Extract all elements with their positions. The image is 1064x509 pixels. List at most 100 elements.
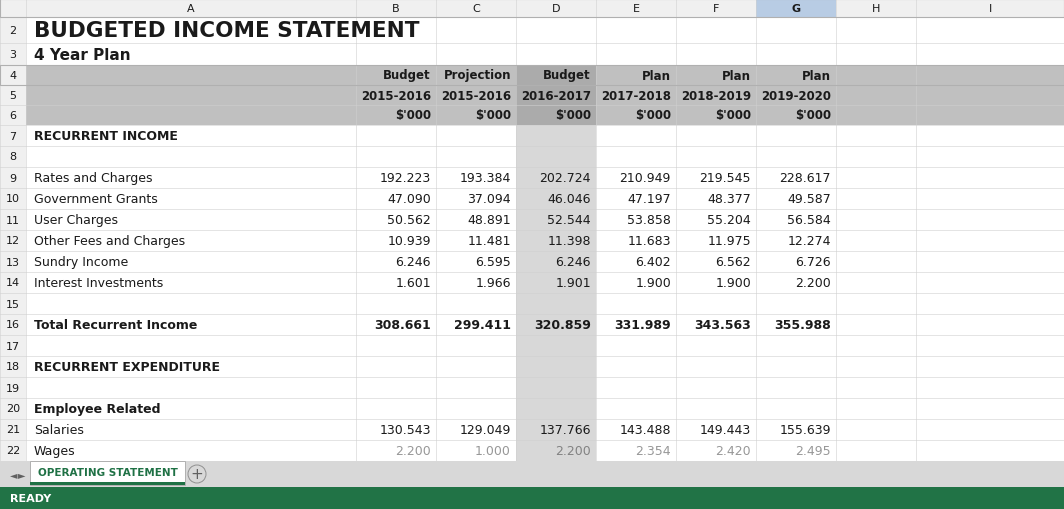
Bar	[516, 293, 596, 315]
Text: RECURRENT INCOME: RECURRENT INCOME	[34, 130, 178, 143]
Bar	[0, 66, 1064, 86]
Text: Employee Related: Employee Related	[34, 402, 161, 415]
Text: 2019-2020: 2019-2020	[761, 89, 831, 102]
Text: 49.587: 49.587	[787, 192, 831, 206]
Bar	[516, 315, 596, 335]
Bar	[516, 189, 596, 210]
Text: 2015-2016: 2015-2016	[440, 89, 511, 102]
Text: 11.683: 11.683	[628, 235, 671, 247]
Text: 15: 15	[6, 299, 20, 309]
Text: User Charges: User Charges	[34, 214, 118, 227]
Bar	[0, 0, 1064, 18]
Text: 12: 12	[6, 236, 20, 246]
Text: 1.900: 1.900	[715, 276, 751, 290]
Text: 11: 11	[6, 215, 20, 225]
Text: 137.766: 137.766	[539, 423, 591, 436]
Text: 343.563: 343.563	[694, 318, 751, 331]
Text: Sundry Income: Sundry Income	[34, 256, 129, 268]
Text: 4 Year Plan: 4 Year Plan	[34, 47, 131, 63]
Text: 13: 13	[6, 257, 20, 267]
Text: 210.949: 210.949	[619, 172, 671, 185]
Text: 130.543: 130.543	[380, 423, 431, 436]
Bar	[516, 66, 596, 86]
Bar	[26, 106, 1064, 126]
Text: D: D	[552, 4, 561, 14]
Text: 228.617: 228.617	[780, 172, 831, 185]
Text: 9: 9	[10, 173, 17, 183]
Bar	[516, 356, 596, 377]
Text: Rates and Charges: Rates and Charges	[34, 172, 152, 185]
Text: 16: 16	[6, 320, 20, 330]
Text: 2.420: 2.420	[715, 444, 751, 457]
Text: C: C	[472, 4, 480, 14]
Bar	[516, 86, 596, 106]
Text: $'000: $'000	[715, 109, 751, 122]
Text: 219.545: 219.545	[699, 172, 751, 185]
Bar	[26, 66, 1064, 86]
Text: Plan: Plan	[642, 69, 671, 82]
Bar	[0, 0, 26, 461]
Text: ►: ►	[18, 469, 26, 479]
Text: 2.200: 2.200	[555, 444, 591, 457]
Bar	[0, 0, 1064, 18]
Bar	[516, 398, 596, 419]
Text: 10.939: 10.939	[387, 235, 431, 247]
Text: 2017-2018: 2017-2018	[601, 89, 671, 102]
Text: A: A	[187, 4, 195, 14]
Bar	[516, 377, 596, 398]
Text: 192.223: 192.223	[380, 172, 431, 185]
Text: 56.584: 56.584	[787, 214, 831, 227]
Text: 6.726: 6.726	[796, 256, 831, 268]
Text: Plan: Plan	[722, 69, 751, 82]
Text: 6.246: 6.246	[396, 256, 431, 268]
Text: 2.200: 2.200	[795, 276, 831, 290]
Text: Interest Investments: Interest Investments	[34, 276, 163, 290]
Text: 6.402: 6.402	[635, 256, 671, 268]
Bar	[516, 231, 596, 251]
Bar	[516, 272, 596, 293]
Bar	[26, 86, 1064, 106]
Text: Plan: Plan	[802, 69, 831, 82]
Bar	[516, 251, 596, 272]
Text: 17: 17	[6, 341, 20, 351]
Text: 50.562: 50.562	[387, 214, 431, 227]
Text: 155.639: 155.639	[780, 423, 831, 436]
Text: 37.094: 37.094	[467, 192, 511, 206]
Text: 2018-2019: 2018-2019	[681, 89, 751, 102]
Text: 2.354: 2.354	[635, 444, 671, 457]
Bar	[516, 106, 596, 126]
Text: Government Grants: Government Grants	[34, 192, 157, 206]
Text: 7: 7	[10, 131, 17, 141]
Text: Wages: Wages	[34, 444, 76, 457]
Text: 46.046: 46.046	[548, 192, 591, 206]
Text: 21: 21	[6, 425, 20, 435]
Text: 22: 22	[6, 445, 20, 456]
Text: Budget: Budget	[544, 69, 591, 82]
Bar	[516, 147, 596, 167]
Text: 308.661: 308.661	[375, 318, 431, 331]
Text: 1.966: 1.966	[476, 276, 511, 290]
Text: 8: 8	[10, 152, 17, 162]
Text: RECURRENT EXPENDITURE: RECURRENT EXPENDITURE	[34, 360, 220, 373]
Text: Projection: Projection	[444, 69, 511, 82]
Text: 52.544: 52.544	[547, 214, 591, 227]
Text: 129.049: 129.049	[460, 423, 511, 436]
Text: 55.204: 55.204	[708, 214, 751, 227]
Text: 48.377: 48.377	[708, 192, 751, 206]
Text: ◄: ◄	[10, 469, 17, 479]
Text: G: G	[792, 4, 800, 14]
Bar	[516, 126, 596, 147]
Text: 6.562: 6.562	[715, 256, 751, 268]
Text: BUDGETED INCOME STATEMENT: BUDGETED INCOME STATEMENT	[34, 21, 419, 41]
Text: 2016-2017: 2016-2017	[521, 89, 591, 102]
Bar	[516, 335, 596, 356]
Text: OPERATING STATEMENT: OPERATING STATEMENT	[37, 468, 178, 477]
Text: F: F	[713, 4, 719, 14]
Text: H: H	[871, 4, 880, 14]
Text: 5: 5	[10, 91, 17, 101]
Text: 4: 4	[10, 71, 17, 81]
Text: 11.975: 11.975	[708, 235, 751, 247]
Bar	[516, 167, 596, 189]
Text: 48.891: 48.891	[467, 214, 511, 227]
Text: $'000: $'000	[554, 109, 591, 122]
